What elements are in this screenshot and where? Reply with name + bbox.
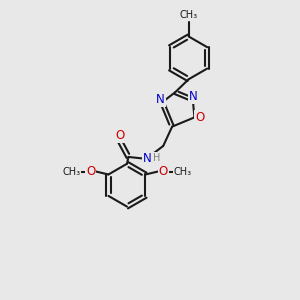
Text: CH₃: CH₃ — [62, 167, 81, 176]
Text: CH₃: CH₃ — [173, 167, 191, 176]
Text: N: N — [156, 93, 165, 106]
Text: N: N — [142, 152, 151, 165]
Text: O: O — [86, 165, 95, 178]
Text: CH₃: CH₃ — [180, 10, 198, 20]
Text: O: O — [195, 111, 204, 124]
Text: O: O — [115, 129, 124, 142]
Text: N: N — [189, 90, 198, 103]
Text: O: O — [159, 165, 168, 178]
Text: H: H — [153, 152, 160, 163]
